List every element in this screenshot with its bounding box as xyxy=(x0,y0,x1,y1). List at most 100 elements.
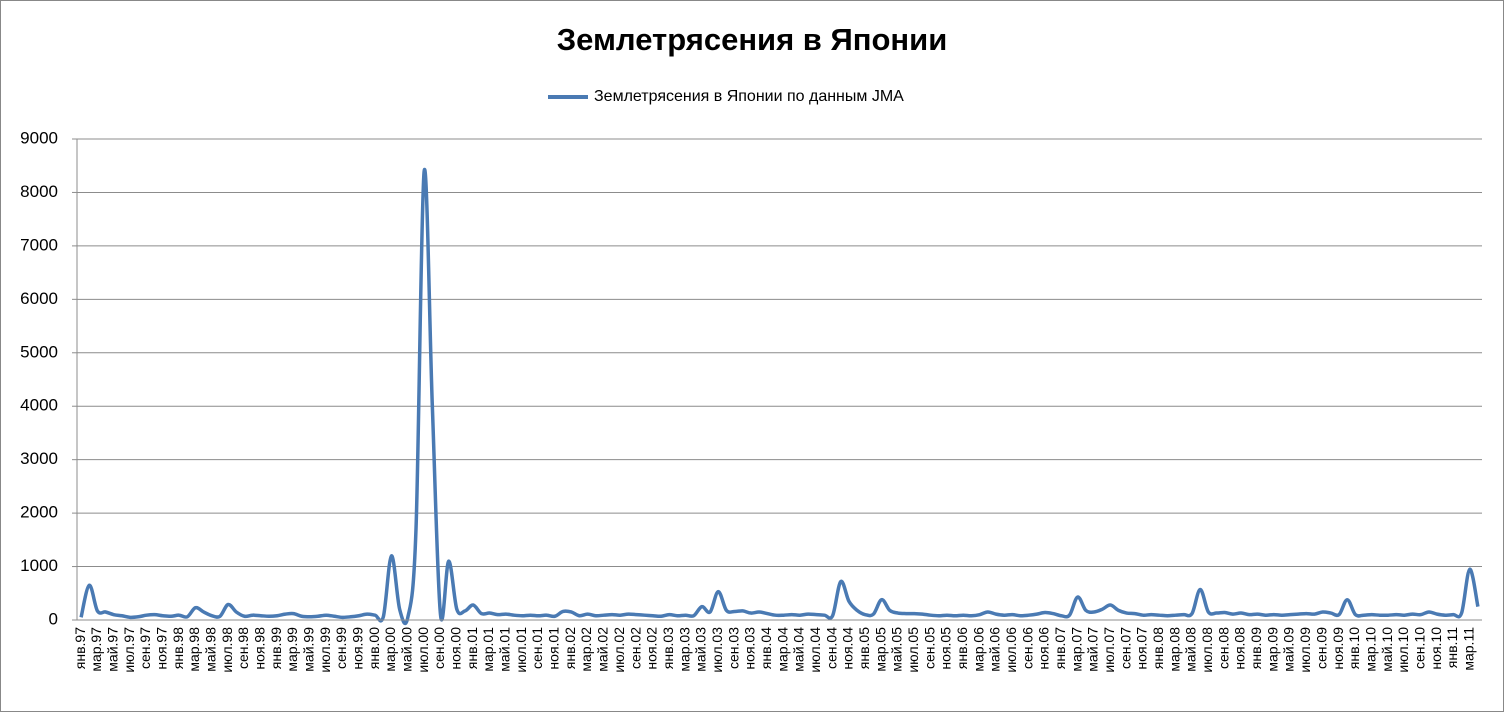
x-tick-label: сен.99 xyxy=(333,627,349,669)
x-tick-label: ноя.99 xyxy=(350,627,366,670)
y-tick-label: 0 xyxy=(49,609,58,628)
x-tick-label: июл.99 xyxy=(317,627,333,673)
x-tick-label: мар.01 xyxy=(480,627,496,672)
x-tick-label: май.08 xyxy=(1183,627,1199,672)
x-tick-label: мар.05 xyxy=(872,627,888,672)
x-tick-label: ноя.05 xyxy=(938,627,954,670)
x-tick-label: июл.10 xyxy=(1395,627,1411,673)
x-tick-label: янв.99 xyxy=(268,627,284,669)
x-tick-label: ноя.09 xyxy=(1330,627,1346,670)
x-tick-label: июл.00 xyxy=(415,627,431,673)
x-tick-label: июл.98 xyxy=(219,627,235,673)
x-tick-label: ноя.01 xyxy=(546,627,562,670)
x-tick-label: июл.09 xyxy=(1297,627,1313,673)
x-tick-label: сен.07 xyxy=(1117,627,1133,669)
x-tick-label: ноя.06 xyxy=(1036,627,1052,670)
x-tick-label: янв.02 xyxy=(562,627,578,669)
x-tick-label: май.04 xyxy=(791,627,807,672)
x-tick-label: июл.97 xyxy=(121,627,137,673)
x-tick-label: мар.97 xyxy=(88,627,104,672)
x-tick-label: июл.02 xyxy=(611,627,627,673)
x-tick-label: янв.03 xyxy=(660,627,676,669)
x-tick-label: сен.98 xyxy=(235,627,251,669)
x-tick-label: май.00 xyxy=(399,627,415,672)
x-tick-label: янв.01 xyxy=(464,627,480,669)
x-tick-label: июл.03 xyxy=(709,627,725,673)
x-tick-label: сен.10 xyxy=(1411,627,1427,669)
x-tick-label: июл.05 xyxy=(905,627,921,673)
chart-title: Землетрясения в Японии xyxy=(557,22,948,57)
x-tick-label: мар.04 xyxy=(774,627,790,672)
x-tick-label: янв.10 xyxy=(1346,627,1362,669)
x-tick-label: ноя.03 xyxy=(742,627,758,670)
x-tick-label: май.97 xyxy=(104,627,120,672)
y-tick-label: 9000 xyxy=(20,128,58,147)
x-tick-label: сен.97 xyxy=(137,627,153,669)
x-tick-label: мар.03 xyxy=(676,627,692,672)
x-tick-label: янв.08 xyxy=(1150,627,1166,669)
x-tick-label: янв.11 xyxy=(1444,627,1460,668)
x-tick-label: янв.98 xyxy=(170,627,186,669)
x-tick-label: сен.01 xyxy=(529,627,545,669)
x-tick-label: сен.04 xyxy=(823,627,839,669)
x-tick-label: мар.98 xyxy=(186,627,202,672)
x-tick-label: май.09 xyxy=(1281,627,1297,672)
x-tick-label: янв.00 xyxy=(366,627,382,669)
x-tick-label: ноя.07 xyxy=(1134,627,1150,670)
x-tick-label: май.03 xyxy=(693,627,709,672)
x-tick-label: сен.05 xyxy=(921,627,937,669)
x-tick-label: янв.09 xyxy=(1248,627,1264,669)
x-tick-label: янв.05 xyxy=(856,627,872,669)
series-line xyxy=(79,167,1480,626)
x-tick-label: сен.00 xyxy=(431,627,447,669)
x-tick-label: мар.08 xyxy=(1166,627,1182,672)
y-tick-label: 4000 xyxy=(20,396,58,415)
y-tick-label: 2000 xyxy=(20,503,58,522)
x-tick-label: май.06 xyxy=(987,627,1003,672)
y-tick-label: 1000 xyxy=(20,556,58,575)
x-tick-label: май.07 xyxy=(1085,627,1101,672)
x-tick-label: сен.06 xyxy=(1019,627,1035,669)
x-tick-label: июл.08 xyxy=(1199,627,1215,673)
x-tick-label: сен.03 xyxy=(725,627,741,669)
x-tick-label: май.01 xyxy=(497,627,513,672)
x-tick-label: мар.06 xyxy=(970,627,986,672)
x-tick-label: июл.06 xyxy=(1003,627,1019,673)
x-tick-label: ноя.97 xyxy=(153,627,169,670)
x-tick-label: янв.06 xyxy=(954,627,970,669)
x-tick-label: ноя.00 xyxy=(448,627,464,670)
y-tick-label: 8000 xyxy=(20,182,58,201)
x-tick-label: ноя.10 xyxy=(1428,627,1444,670)
x-tick-label: мар.99 xyxy=(284,627,300,672)
x-tick-label: мар.11 xyxy=(1460,627,1476,671)
x-tick-label: июл.01 xyxy=(513,627,529,673)
x-tick-label: янв.07 xyxy=(1052,627,1068,669)
x-tick-label: май.02 xyxy=(595,627,611,672)
x-tick-label: сен.09 xyxy=(1313,627,1329,669)
x-tick-label: мар.00 xyxy=(382,627,398,672)
x-tick-label: ноя.04 xyxy=(840,627,856,670)
x-tick-label: июл.04 xyxy=(807,627,823,673)
x-tick-label: ноя.08 xyxy=(1232,627,1248,670)
x-tick-label: мар.07 xyxy=(1068,627,1084,672)
x-tick-label: мар.09 xyxy=(1264,627,1280,672)
x-tick-label: май.98 xyxy=(202,627,218,672)
x-tick-label: янв.97 xyxy=(72,627,88,669)
x-tick-label: июл.07 xyxy=(1101,627,1117,673)
y-tick-label: 6000 xyxy=(20,289,58,308)
x-tick-label: май.05 xyxy=(889,627,905,672)
y-tick-label: 7000 xyxy=(20,235,58,254)
x-tick-label: мар.10 xyxy=(1362,627,1378,672)
x-tick-label: май.10 xyxy=(1379,627,1395,672)
x-tick-label: май.99 xyxy=(301,627,317,672)
x-tick-label: сен.02 xyxy=(627,627,643,669)
x-tick-label: мар.02 xyxy=(578,627,594,672)
x-tick-label: ноя.98 xyxy=(251,627,267,670)
x-tick-label: янв.04 xyxy=(758,627,774,669)
x-tick-label: сен.08 xyxy=(1215,627,1231,669)
x-tick-label: ноя.02 xyxy=(644,627,660,670)
y-tick-label: 3000 xyxy=(20,449,58,468)
